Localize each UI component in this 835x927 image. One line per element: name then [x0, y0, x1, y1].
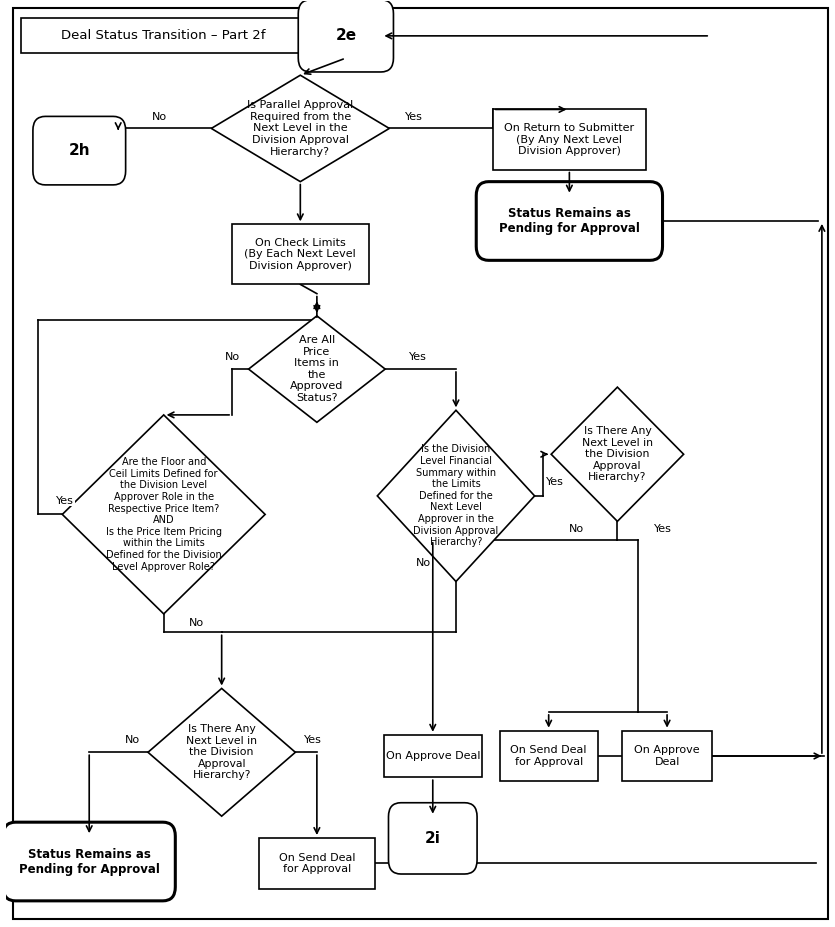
Text: On Approve
Deal: On Approve Deal: [635, 745, 700, 767]
Text: Is the Division
Level Financial
Summary within
the Limits
Defined for the
Next L: Is the Division Level Financial Summary …: [413, 444, 498, 547]
FancyBboxPatch shape: [500, 730, 598, 781]
Polygon shape: [211, 75, 389, 182]
Text: Is Parallel Approval
Required from the
Next Level in the
Division Approval
Hiera: Is Parallel Approval Required from the N…: [247, 100, 353, 157]
Text: No: No: [416, 558, 431, 568]
Text: On Check Limits
(By Each Next Level
Division Approver): On Check Limits (By Each Next Level Divi…: [245, 237, 357, 271]
FancyBboxPatch shape: [259, 838, 375, 889]
Polygon shape: [377, 411, 534, 581]
Text: No: No: [569, 524, 584, 534]
Polygon shape: [249, 316, 385, 423]
FancyBboxPatch shape: [298, 0, 393, 72]
FancyBboxPatch shape: [384, 735, 482, 777]
Text: No: No: [152, 112, 167, 122]
FancyBboxPatch shape: [388, 803, 477, 874]
FancyBboxPatch shape: [232, 224, 368, 285]
Text: On Send Deal
for Approval: On Send Deal for Approval: [279, 853, 355, 874]
Text: Is There Any
Next Level in
the Division
Approval
Hierarchy?: Is There Any Next Level in the Division …: [582, 426, 653, 482]
Text: Yes: Yes: [654, 524, 672, 534]
Text: 2i: 2i: [425, 831, 441, 845]
Text: On Send Deal
for Approval: On Send Deal for Approval: [510, 745, 587, 767]
FancyBboxPatch shape: [622, 730, 711, 781]
Text: On Approve Deal: On Approve Deal: [386, 751, 480, 761]
Text: Are the Floor and
Ceil Limits Defined for
the Division Level
Approver Role in th: Are the Floor and Ceil Limits Defined fo…: [106, 457, 222, 572]
Text: No: No: [189, 618, 204, 629]
Polygon shape: [551, 387, 684, 521]
Text: Yes: Yes: [304, 735, 321, 745]
FancyBboxPatch shape: [13, 8, 827, 919]
Text: Is There Any
Next Level in
the Division
Approval
Hierarchy?: Is There Any Next Level in the Division …: [186, 724, 257, 781]
Text: Yes: Yes: [405, 112, 423, 122]
FancyBboxPatch shape: [3, 822, 175, 901]
Text: No: No: [124, 735, 139, 745]
Text: Are All
Price
Items in
the
Approved
Status?: Are All Price Items in the Approved Stat…: [291, 335, 343, 403]
Text: Status Remains as
Pending for Approval: Status Remains as Pending for Approval: [499, 207, 640, 235]
Polygon shape: [148, 689, 296, 816]
Text: On Return to Submitter
(By Any Next Level
Division Approver): On Return to Submitter (By Any Next Leve…: [504, 123, 635, 156]
FancyBboxPatch shape: [476, 182, 662, 260]
Text: Yes: Yes: [546, 477, 564, 487]
Text: Yes: Yes: [409, 352, 428, 362]
FancyBboxPatch shape: [493, 109, 646, 170]
Text: 2h: 2h: [68, 143, 90, 159]
Text: Status Remains as
Pending for Approval: Status Remains as Pending for Approval: [18, 847, 159, 875]
Text: 2e: 2e: [336, 29, 357, 44]
FancyBboxPatch shape: [33, 117, 125, 184]
Text: No: No: [225, 352, 240, 362]
Polygon shape: [63, 415, 266, 614]
Text: Yes: Yes: [56, 496, 74, 505]
FancyBboxPatch shape: [21, 19, 306, 54]
Text: Deal Status Transition – Part 2f: Deal Status Transition – Part 2f: [62, 30, 266, 43]
